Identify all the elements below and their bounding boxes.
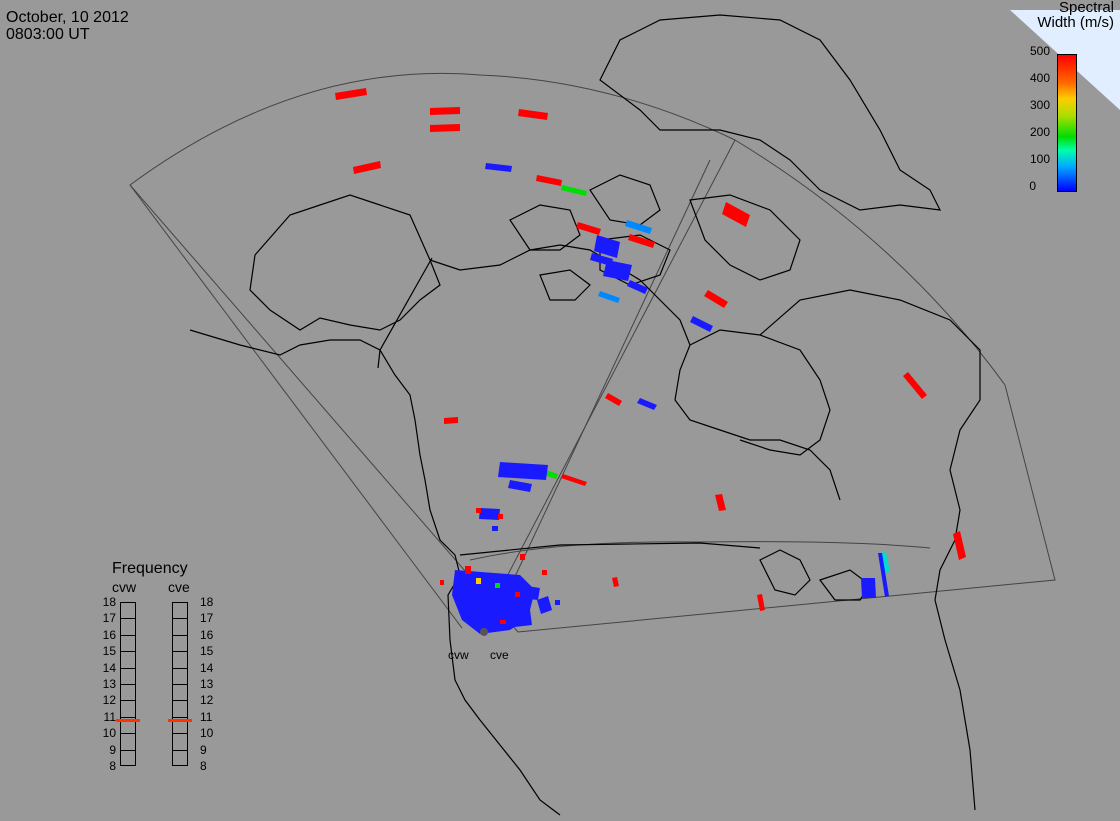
coastlines xyxy=(189,14,981,816)
colorbar-scale xyxy=(1057,54,1077,192)
frequency-marker-cvw xyxy=(116,719,140,723)
frequency-cell xyxy=(172,667,188,684)
frequency-cell xyxy=(172,700,188,717)
frequency-cell xyxy=(172,716,188,734)
frequency-tick-right: 18 xyxy=(200,595,214,609)
colorbar-tick-300: 300 xyxy=(1029,98,1050,112)
echoes-mid-width xyxy=(544,185,587,479)
frequency-tick-left: 17 xyxy=(102,611,116,626)
frequency-tick-left: 16 xyxy=(102,627,116,642)
frequency-cell xyxy=(120,667,136,684)
frequency-tick-left: 12 xyxy=(102,693,116,708)
frequency-tick-right: 11 xyxy=(200,709,213,724)
frequency-radar-cve: cve xyxy=(168,579,190,595)
site-label-cve: cve xyxy=(490,648,509,662)
frequency-cell xyxy=(120,602,136,619)
frequency-tick-left: 14 xyxy=(102,660,116,675)
frequency-tick-right: 15 xyxy=(200,644,214,659)
frequency-cell xyxy=(120,716,136,734)
frequency-column-cvw xyxy=(120,602,136,767)
frequency-column-cve xyxy=(172,602,188,767)
radar-fov-outlines xyxy=(129,72,1056,633)
frequency-tick-left: 9 xyxy=(109,742,116,757)
frequency-cell xyxy=(120,618,136,635)
frequency-tick-left: 8 xyxy=(109,759,116,773)
frequency-cell xyxy=(120,651,136,668)
frequency-cell xyxy=(172,602,188,619)
frequency-cell xyxy=(120,700,136,717)
frequency-tick-left: 13 xyxy=(102,677,116,691)
frequency-tick-left: 11 xyxy=(103,709,116,724)
frequency-cell xyxy=(172,683,188,701)
frequency-marker-cve xyxy=(168,719,192,723)
colorbar-title-line2: Width (m/s) xyxy=(1037,14,1114,31)
colorbar-tick-500: 500 xyxy=(1029,44,1050,58)
frequency-tick-right: 13 xyxy=(200,677,214,691)
frequency-radar-cvw: cvw xyxy=(112,579,137,595)
frequency-cell xyxy=(120,749,136,766)
frequency-cell xyxy=(120,634,136,652)
frequency-tick-right: 10 xyxy=(200,726,214,741)
echoes-high-width xyxy=(335,88,966,611)
frequency-tick-right: 8 xyxy=(200,759,207,773)
frequency-cell xyxy=(172,634,188,652)
frequency-cell xyxy=(172,733,188,750)
radar-site-marker xyxy=(480,628,488,636)
frequency-tick-left: 15 xyxy=(102,644,116,659)
colorbar-tick-200: 200 xyxy=(1029,125,1050,139)
echoes-lowmid-width xyxy=(598,220,652,303)
colorbar-title: Spectral Width (m/s) xyxy=(980,0,1120,30)
colorbar-tick-100: 100 xyxy=(1029,152,1050,166)
frequency-tick-left: 18 xyxy=(102,595,116,609)
frequency-cell xyxy=(172,618,188,635)
frequency-tick-right: 14 xyxy=(200,660,214,675)
frequency-cell xyxy=(120,733,136,750)
frequency-tick-right: 9 xyxy=(200,742,207,757)
frequency-tick-right: 17 xyxy=(200,611,214,626)
date-label: October, 10 2012 xyxy=(6,9,129,26)
frequency-title: Frequency xyxy=(112,560,188,577)
echoes-speckle xyxy=(440,508,560,624)
time-label: 0803:00 UT xyxy=(6,26,90,43)
colorbar-tick-0: 0 xyxy=(1029,179,1036,193)
site-label-cvw: cvw xyxy=(448,648,469,662)
colorbar-title-line1: Spectral xyxy=(1058,0,1114,16)
colorbar-tick-400: 400 xyxy=(1029,71,1050,85)
frequency-tick-left: 10 xyxy=(102,726,116,741)
frequency-cell xyxy=(172,749,188,766)
frequency-tick-right: 16 xyxy=(200,627,214,642)
frequency-cell xyxy=(172,651,188,668)
echoes-low-width xyxy=(452,163,889,634)
frequency-tick-right: 12 xyxy=(200,693,214,708)
frequency-cell xyxy=(120,683,136,701)
